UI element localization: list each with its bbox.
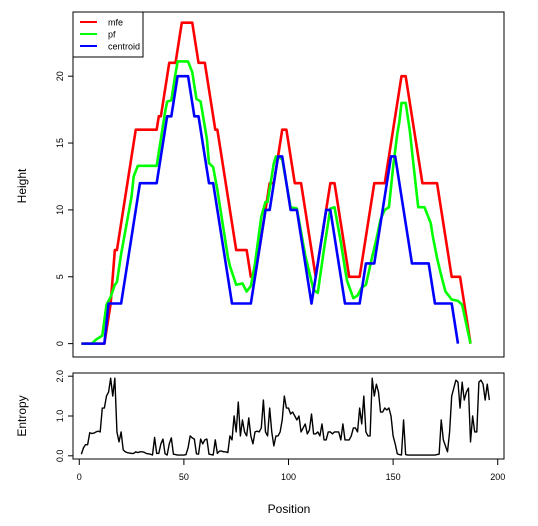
legend: mfe pf centroid (72, 11, 144, 58)
entropy-y-axis-title: Entropy (15, 395, 29, 436)
legend-label-centroid: centroid (108, 42, 140, 52)
height-plot-frame (72, 11, 505, 358)
entropy-y-axis: 0.0 1.0 2.0 (55, 370, 73, 462)
position-x-axis: 0 50 100 150 200 (77, 459, 505, 482)
height-y-tick-label: 20 (55, 71, 65, 81)
entropy-series-line (80, 377, 491, 456)
height-series-lines (81, 21, 472, 345)
entropy-y-tick-label: 2.0 (55, 370, 65, 383)
entropy-panel: 0.0 1.0 2.0 0 50 100 150 200 Entropy Position (15, 370, 505, 516)
height-y-tick-label: 10 (55, 205, 65, 215)
legend-label-pf: pf (108, 30, 116, 40)
entropy-y-tick-label: 0.0 (55, 450, 65, 463)
height-y-axis-title: Height (15, 168, 29, 203)
position-x-axis-title: Position (268, 502, 311, 516)
height-y-tick-label: 0 (55, 341, 65, 346)
position-x-tick-label: 0 (77, 472, 82, 482)
position-x-tick-label: 50 (179, 472, 189, 482)
legend-label-mfe: mfe (108, 18, 123, 28)
height-y-axis: 0 5 10 15 20 (55, 71, 73, 346)
entropy-y-tick-label: 1.0 (55, 410, 65, 423)
position-x-tick-label: 100 (281, 472, 296, 482)
height-y-tick-label: 5 (55, 274, 65, 279)
series-line-mfe (81, 21, 472, 345)
series-line-centroid (81, 74, 460, 345)
series-line-entropy (80, 377, 491, 456)
position-x-tick-label: 150 (386, 472, 401, 482)
series-line-pf (81, 60, 472, 345)
height-y-tick-label: 15 (55, 138, 65, 148)
height-panel: 0 5 10 15 20 Height mfe pf centroid (15, 11, 505, 358)
position-x-tick-label: 200 (490, 472, 505, 482)
